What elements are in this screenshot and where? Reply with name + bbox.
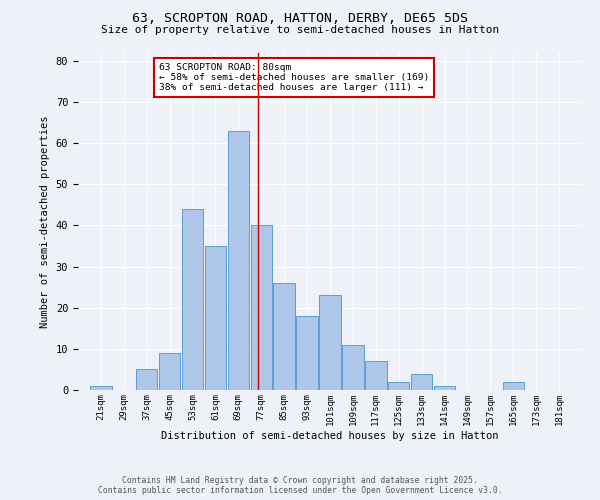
Bar [136,370,157,390]
Text: Size of property relative to semi-detached houses in Hatton: Size of property relative to semi-detach… [101,25,499,35]
Bar [251,226,272,390]
Bar [503,382,524,390]
Bar [274,283,295,390]
Bar [159,353,181,390]
Text: Contains HM Land Registry data © Crown copyright and database right 2025.
Contai: Contains HM Land Registry data © Crown c… [98,476,502,495]
Bar [411,374,433,390]
Bar [296,316,318,390]
Text: 63, SCROPTON ROAD, HATTON, DERBY, DE65 5DS: 63, SCROPTON ROAD, HATTON, DERBY, DE65 5… [132,12,468,26]
Bar [365,361,386,390]
Bar [434,386,455,390]
Bar [388,382,409,390]
Bar [319,296,341,390]
Text: 63 SCROPTON ROAD: 80sqm
← 58% of semi-detached houses are smaller (169)
38% of s: 63 SCROPTON ROAD: 80sqm ← 58% of semi-de… [158,62,429,92]
Bar [182,209,203,390]
Bar [90,386,112,390]
Y-axis label: Number of semi-detached properties: Number of semi-detached properties [40,115,50,328]
Bar [205,246,226,390]
Bar [227,130,249,390]
Bar [342,344,364,390]
X-axis label: Distribution of semi-detached houses by size in Hatton: Distribution of semi-detached houses by … [161,430,499,440]
